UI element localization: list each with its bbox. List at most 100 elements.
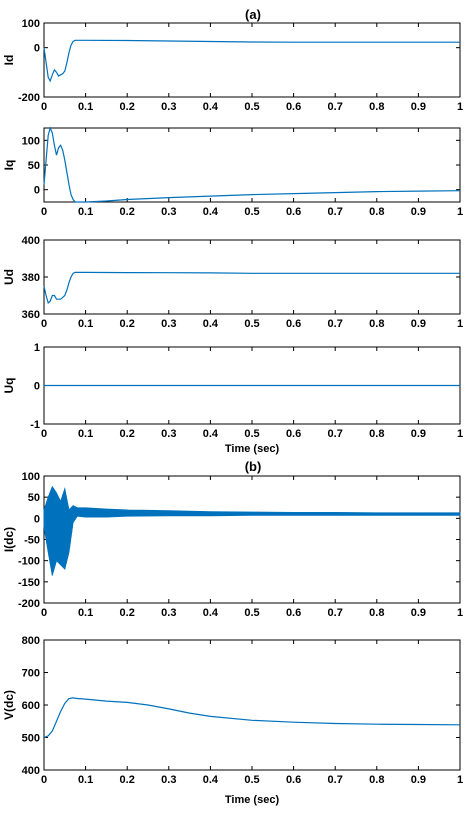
axes-box xyxy=(43,475,461,604)
series-line xyxy=(43,697,461,739)
x-tick-label: 0.5 xyxy=(244,318,259,330)
x-tick-label: 0.4 xyxy=(203,101,219,113)
subplot-2: 0 0.1 0.2 0.3 0.4 0.5 0.6 0.7 0.8 0.9 1 0 50 100 Iq xyxy=(2,126,463,218)
x-tick-label: 0.4 xyxy=(203,318,219,330)
y-tick-label: 500 xyxy=(22,733,40,745)
panel-title-b: (b) xyxy=(245,459,262,474)
x-tick-label: 0.9 xyxy=(411,607,426,619)
subplot-4: 0 0.1 0.2 0.3 0.4 0.5 0.6 0.7 0.8 0.9 1-101UqTime … xyxy=(2,342,463,455)
x-tick-label: 0.7 xyxy=(328,607,343,619)
x-tick-label: 0.3 xyxy=(161,101,176,113)
y-tick-label: 600 xyxy=(22,700,40,712)
x-tick-label: 0.5 xyxy=(244,206,259,218)
x-tick-label: 0.3 xyxy=(161,318,176,330)
x-tick-label: 0.6 xyxy=(286,101,301,113)
x-tick-label: 1 xyxy=(457,774,463,786)
y-tick-label: -200 xyxy=(18,598,40,610)
x-tick-label: 1 xyxy=(457,428,463,440)
x-tick-label: 0.6 xyxy=(286,206,301,218)
y-tick-label: 0 xyxy=(34,381,40,393)
y-tick-label: 100 xyxy=(22,18,40,30)
x-tick-label: 0.8 xyxy=(369,774,384,786)
x-tick-label: 0 xyxy=(41,774,47,786)
x-tick-label: 0.2 xyxy=(120,101,135,113)
x-tick-label: 0 xyxy=(41,318,47,330)
y-axis-label: Ud xyxy=(2,269,16,285)
x-tick-label: 0.4 xyxy=(203,607,219,619)
x-tick-label: 0.8 xyxy=(369,428,384,440)
x-tick-label: 0 xyxy=(41,607,47,619)
y-tick-label: 100 xyxy=(22,135,40,147)
axes-box xyxy=(43,239,461,315)
y-tick-label: 380 xyxy=(22,272,40,284)
y-axis-label: I(dc) xyxy=(2,527,16,552)
x-tick-label: 0 xyxy=(41,428,47,440)
x-tick-label: 1 xyxy=(457,206,463,218)
x-tick-label: 0.8 xyxy=(369,101,384,113)
x-tick-label: 0.6 xyxy=(286,774,301,786)
y-tick-label: 50 xyxy=(28,160,40,172)
x-tick-label: 0.3 xyxy=(161,206,176,218)
x-tick-label: 1 xyxy=(457,607,463,619)
y-tick-label: -50 xyxy=(24,535,40,547)
x-tick-label: 0.7 xyxy=(328,428,343,440)
x-tick-label: 0.5 xyxy=(244,607,259,619)
subplot-3: 0 0.1 0.2 0.3 0.4 0.5 0.6 0.7 0.8 0.9 1 360 380 400 Ud xyxy=(2,235,463,330)
x-tick-label: 0.2 xyxy=(120,607,135,619)
y-tick-label: 800 xyxy=(22,635,40,647)
y-tick-label: 360 xyxy=(22,309,40,321)
plot-area: 0 0.1 0.2 0.3 0.4 0.5 0.6 0.7 0.8 0.9 1-2000100Id0… xyxy=(2,18,463,806)
y-tick-label: -200 xyxy=(18,92,40,104)
x-tick-label: 0.2 xyxy=(120,318,135,330)
x-tick-label: 0.4 xyxy=(203,774,219,786)
x-tick-label: 0.2 xyxy=(120,774,135,786)
x-tick-label: 0.7 xyxy=(328,101,343,113)
series-line xyxy=(43,126,461,203)
x-tick-label: 0.8 xyxy=(369,607,384,619)
x-tick-label: 0.8 xyxy=(369,318,384,330)
x-tick-label: 0.3 xyxy=(161,428,176,440)
series-line xyxy=(43,39,460,83)
y-tick-label: 700 xyxy=(22,668,40,680)
x-tick-label: 0.9 xyxy=(411,318,426,330)
x-tick-label: 0.9 xyxy=(411,206,426,218)
x-tick-label: 0.2 xyxy=(120,206,135,218)
x-tick-label: 0.6 xyxy=(286,318,301,330)
x-tick-label: 0.5 xyxy=(244,428,259,440)
x-tick-label: 0.1 xyxy=(78,318,93,330)
x-tick-label: 0.1 xyxy=(78,607,93,619)
x-tick-label: 0.6 xyxy=(286,428,301,440)
x-axis-label: Time (sec) xyxy=(225,794,280,806)
y-tick-label: 400 xyxy=(22,765,40,777)
axes-box xyxy=(43,127,461,203)
x-tick-label: 0.7 xyxy=(328,318,343,330)
x-tick-label: 0.9 xyxy=(411,428,426,440)
y-axis-label: Iq xyxy=(2,160,16,171)
y-axis-label: Id xyxy=(2,55,16,66)
y-tick-label: -150 xyxy=(18,577,40,589)
y-tick-label: 1 xyxy=(34,342,40,354)
x-tick-label: 0.7 xyxy=(328,774,343,786)
axes-box xyxy=(43,639,461,771)
y-tick-label: 50 xyxy=(28,492,40,504)
subplot-6: 0 0.1 0.2 0.3 0.4 0.5 0.6 0.7 0.8 0.9 1 400 500 600 70… xyxy=(2,635,463,806)
axes-box xyxy=(43,22,461,98)
y-tick-label: 400 xyxy=(22,235,40,247)
x-tick-label: 0.4 xyxy=(203,206,219,218)
x-tick-label: 0.3 xyxy=(161,774,176,786)
x-tick-label: 0.4 xyxy=(203,428,219,440)
x-tick-label: 0.3 xyxy=(161,607,176,619)
x-tick-label: 0.1 xyxy=(78,428,93,440)
y-tick-label: 100 xyxy=(22,471,40,483)
y-tick-label: 0 xyxy=(34,43,40,55)
panel-title-a: (a) xyxy=(245,7,261,22)
x-tick-label: 1 xyxy=(457,318,463,330)
x-tick-label: 0.1 xyxy=(78,206,93,218)
x-tick-label: 0 xyxy=(41,206,47,218)
x-tick-label: 0.6 xyxy=(286,607,301,619)
y-axis-label: Uq xyxy=(2,378,16,394)
x-tick-label: 0.1 xyxy=(78,774,93,786)
x-tick-label: 0.7 xyxy=(328,206,343,218)
subplot-5: 0 0.1 0.2 0.3 0.4 0.5 0.6 0.7 0.8 0.9 1 -200 -150 -10… xyxy=(2,471,463,619)
